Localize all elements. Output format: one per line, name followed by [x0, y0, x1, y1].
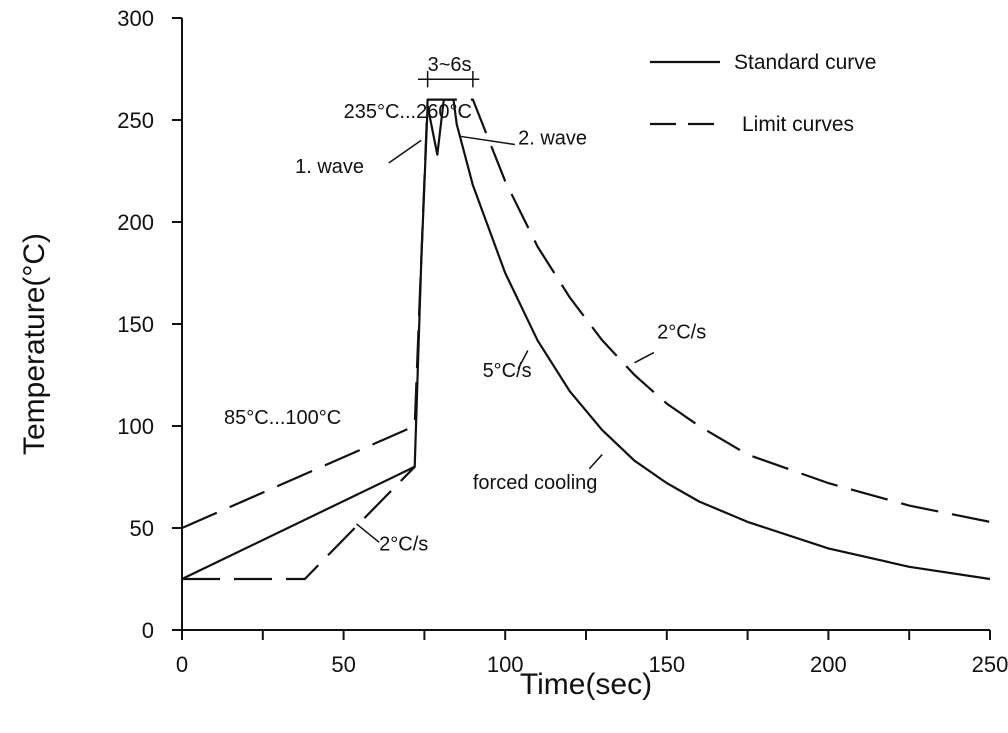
annotation-range-high: 235°C...260°C: [344, 101, 472, 123]
annotations: 235°C...260°C 1. wave 2. wave 3~6s 85°C...10…: [224, 54, 706, 555]
standard-curve: [181, 98, 991, 581]
y-tick-label: 50: [130, 516, 154, 541]
ticks: 0 50 100 150 200 250 300 0 50 100 150 200 250: [117, 6, 1008, 677]
annotation-dwell: 3~6s: [428, 54, 472, 76]
leader-line-rate-cool-std: [517, 350, 529, 370]
x-tick-label: 200: [810, 652, 847, 677]
y-tick-label: 250: [117, 108, 154, 133]
x-tick-label: 150: [648, 652, 685, 677]
y-tick-label: 300: [117, 6, 154, 31]
x-tick-label: 50: [331, 652, 355, 677]
leader-line-forced: [588, 454, 603, 470]
limit-curve-1: [181, 98, 991, 530]
leader-line-rate-heat: [356, 523, 380, 543]
annotation-range-low: 85°C...100°C: [224, 407, 341, 429]
annotation-forced: forced cooling: [473, 472, 598, 494]
leader-line-wave1: [388, 139, 422, 164]
axes: [181, 18, 990, 631]
legend-label-limit: Limit curves: [742, 113, 854, 136]
y-tick-label: 150: [117, 312, 154, 337]
legend-label-standard: Standard curve: [734, 51, 876, 74]
x-tick-label: 100: [487, 652, 524, 677]
x-tick-label: 0: [176, 652, 188, 677]
y-tick-label: 0: [142, 618, 154, 643]
annotation-wave1: 1. wave: [295, 156, 364, 178]
limit-curve-2: [182, 466, 416, 581]
annotation-wave2: 2. wave: [518, 127, 587, 149]
y-tick-label: 200: [117, 210, 154, 235]
curves: [181, 98, 991, 581]
annotation-rate-cool-lim: 2°C/s: [657, 321, 706, 343]
leader-line-rate-cool-lim: [634, 351, 655, 364]
x-tick-label: 250: [972, 652, 1008, 677]
y-axis-title: Temperature(°C): [18, 233, 51, 455]
annotation-rate-heat: 2°C/s: [379, 533, 428, 555]
annotation-rate-cool-std: 5°C/s: [483, 360, 532, 382]
legend: Standard curve Limit curves: [650, 51, 876, 136]
leader-line-wave2: [459, 135, 516, 146]
x-axis-title: Time(sec): [520, 668, 652, 701]
y-tick-label: 100: [117, 414, 154, 439]
